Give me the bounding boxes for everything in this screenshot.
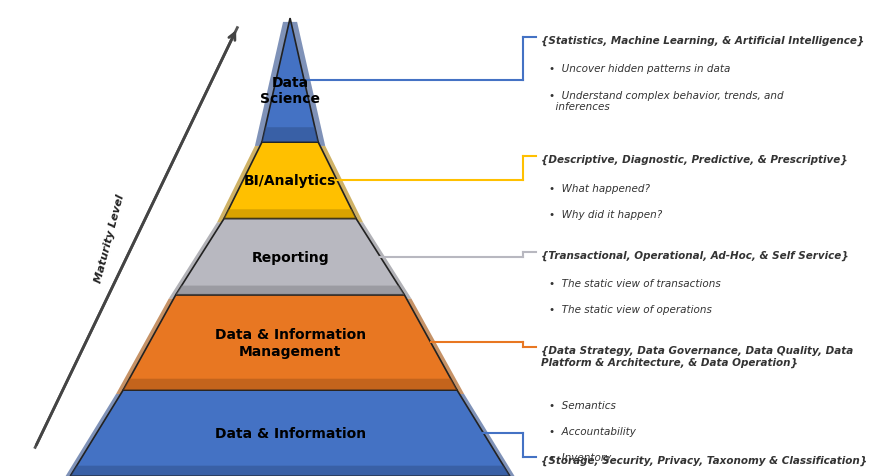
Text: •  Semantics: • Semantics	[549, 400, 615, 410]
Text: Data
Science: Data Science	[260, 76, 320, 106]
Text: •  Inventory: • Inventory	[549, 452, 611, 462]
Text: Maturity Level: Maturity Level	[93, 193, 126, 283]
Polygon shape	[116, 299, 464, 394]
Polygon shape	[123, 295, 457, 390]
Polygon shape	[169, 223, 411, 299]
Text: BI/Analytics: BI/Analytics	[243, 174, 336, 188]
Text: {Statistics, Machine Learning, & Artificial Intelligence}: {Statistics, Machine Learning, & Artific…	[540, 36, 863, 46]
Polygon shape	[217, 147, 363, 223]
Text: {Transactional, Operational, Ad-Hoc, & Self Service}: {Transactional, Operational, Ad-Hoc, & S…	[540, 250, 847, 260]
Text: Data & Information
Management: Data & Information Management	[214, 327, 365, 358]
Polygon shape	[70, 466, 509, 476]
Text: •  The static view of operations: • The static view of operations	[549, 305, 711, 315]
Text: •  Understand complex behavior, trends, and
  inferences: • Understand complex behavior, trends, a…	[549, 90, 783, 112]
Polygon shape	[262, 19, 318, 143]
Polygon shape	[255, 23, 325, 147]
Text: Data & Information: Data & Information	[214, 426, 365, 440]
Polygon shape	[176, 286, 404, 295]
Polygon shape	[224, 210, 356, 219]
Polygon shape	[224, 143, 356, 219]
Text: •  Uncover hidden patterns in data: • Uncover hidden patterns in data	[549, 64, 730, 74]
Polygon shape	[63, 394, 516, 476]
Text: •  Why did it happen?: • Why did it happen?	[549, 209, 662, 219]
Polygon shape	[262, 128, 318, 143]
Text: {Storage, Security, Privacy, Taxonomy & Classification}: {Storage, Security, Privacy, Taxonomy & …	[540, 455, 866, 465]
Text: •  The static view of transactions: • The static view of transactions	[549, 278, 720, 288]
Text: •  Accountability: • Accountability	[549, 426, 636, 436]
Polygon shape	[123, 379, 457, 390]
Text: {Data Strategy, Data Governance, Data Quality, Data
Platform & Architecture, & D: {Data Strategy, Data Governance, Data Qu…	[540, 345, 852, 367]
Polygon shape	[70, 390, 509, 476]
Text: Reporting: Reporting	[251, 250, 328, 264]
Text: {Descriptive, Diagnostic, Predictive, & Prescriptive}: {Descriptive, Diagnostic, Predictive, & …	[540, 155, 846, 165]
Polygon shape	[176, 219, 404, 295]
Text: •  What happened?: • What happened?	[549, 183, 650, 193]
